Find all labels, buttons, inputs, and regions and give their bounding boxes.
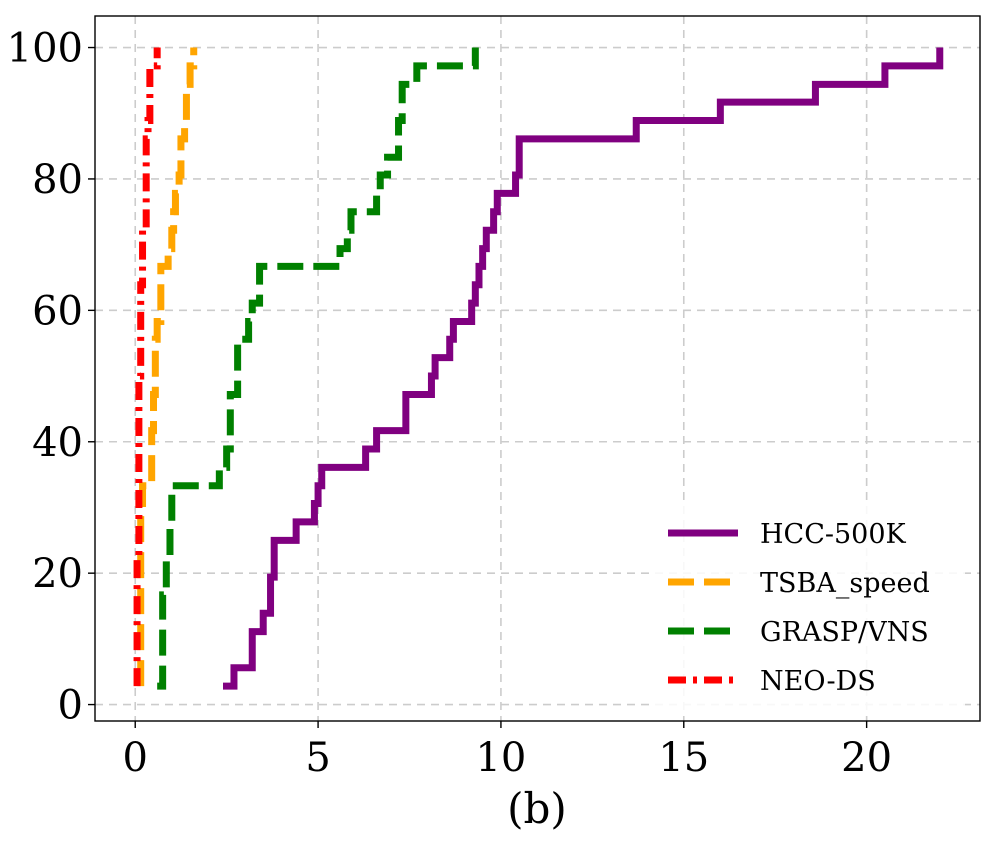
legend-label: HCC-500K — [760, 519, 907, 550]
series-line-3 — [157, 47, 479, 690]
x-tick-label: 10 — [475, 735, 526, 781]
y-tick-label: 100 — [7, 26, 83, 72]
legend-label: TSBA_speed — [760, 568, 930, 599]
legend-box — [655, 505, 965, 710]
plot-frame — [94, 15, 981, 722]
x-tick-label: 0 — [123, 735, 148, 781]
legend: HCC-500K TSBA_speed GRASP/VNS NEO-DS — [655, 505, 965, 710]
legend-label: NEO-DS — [760, 666, 876, 697]
series-line-4 — [133, 47, 161, 687]
y-tick-label: 0 — [58, 683, 83, 729]
grid-lines — [95, 16, 980, 721]
legend-label: GRASP/VNS — [760, 617, 929, 648]
series-lines — [133, 47, 944, 690]
series-line-2 — [137, 47, 198, 687]
y-tick-label: 20 — [32, 551, 83, 597]
x-tick-label: 15 — [658, 735, 709, 781]
y-tick-label: 60 — [32, 288, 83, 334]
series-line-1 — [223, 47, 944, 690]
x-tick-label: 20 — [841, 735, 892, 781]
x-tick-label: 5 — [305, 735, 330, 781]
chart-caption: (b) — [507, 784, 567, 833]
y-tick-label: 40 — [32, 420, 83, 466]
axis-ticks: 0 5 10 15 20 0 20 40 60 80 100 — [7, 26, 892, 781]
y-tick-label: 80 — [32, 157, 83, 203]
